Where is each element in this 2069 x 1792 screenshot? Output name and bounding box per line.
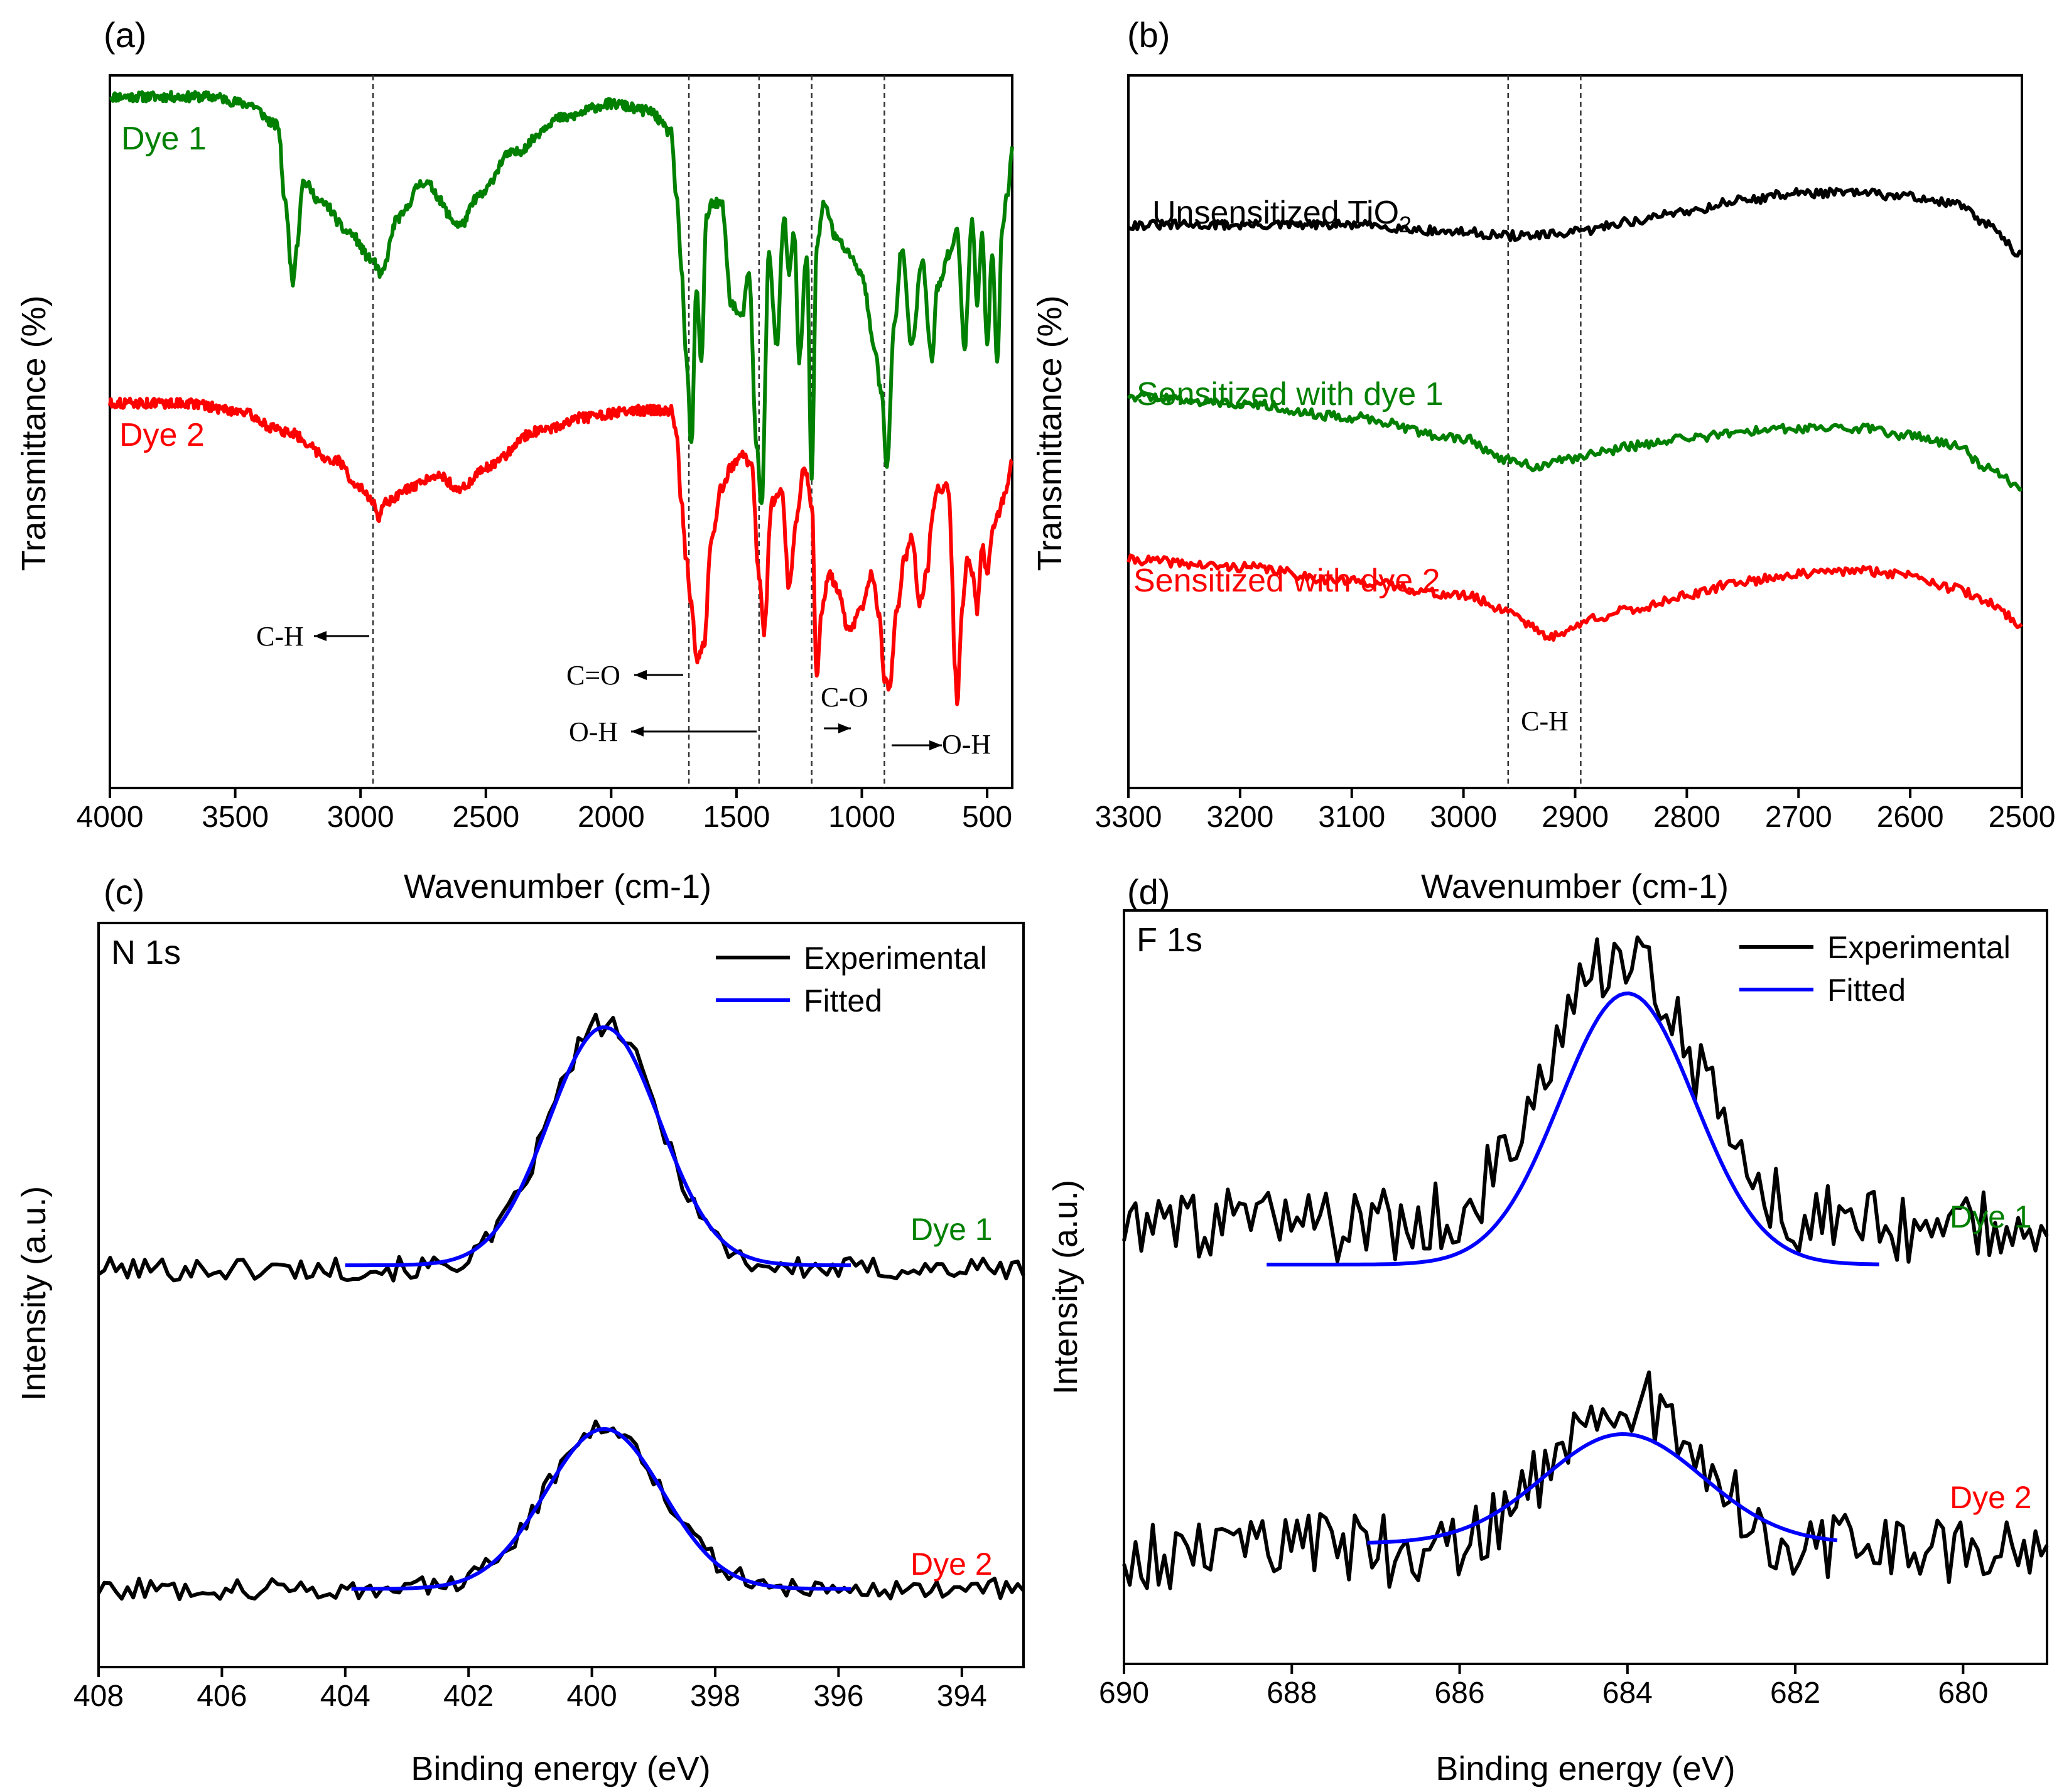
x-tick-label: 1500 bbox=[703, 801, 770, 834]
panel-c: (c) 408 406 404 402 400 398 396 394 Binding energ… bbox=[15, 872, 1025, 1788]
series-label-dye-2: Dye 2 bbox=[1950, 1480, 2032, 1515]
x-tick-label: 2500 bbox=[452, 801, 519, 834]
annotation-c-o: C-O bbox=[821, 682, 868, 713]
x-tick-label: 682 bbox=[1770, 1676, 1820, 1710]
annotation-arrow-head bbox=[314, 631, 327, 641]
x-tick-label: 686 bbox=[1434, 1676, 1484, 1710]
annotation-arrow-head bbox=[929, 740, 942, 750]
panel-label: (d) bbox=[1127, 872, 1170, 912]
x-tick-label: 688 bbox=[1267, 1676, 1317, 1710]
x-tick-label: 4000 bbox=[77, 801, 144, 834]
y-axis-label: Transmittance (%) bbox=[1031, 295, 1069, 571]
experimental-line-1 bbox=[1122, 935, 2049, 1264]
series-line-1 bbox=[109, 90, 1014, 505]
series-label-unsensitized: Unsensitized TiO2 bbox=[1152, 195, 1412, 237]
x-tick-label: 400 bbox=[567, 1680, 617, 1713]
x-tick-label: 690 bbox=[1099, 1676, 1149, 1710]
x-tick-label: 2800 bbox=[1653, 801, 1721, 834]
experimental-line-3 bbox=[97, 1419, 1025, 1601]
series-label-dye-1: Dye 1 bbox=[910, 1212, 993, 1247]
series-label-dye-1: Sensitized with dye 1 bbox=[1137, 376, 1444, 413]
x-tick-label: 398 bbox=[690, 1680, 740, 1713]
legend-label-experimental: Experimental bbox=[804, 941, 987, 976]
panel-label: (a) bbox=[104, 15, 146, 55]
x-tick-label: 408 bbox=[73, 1680, 124, 1713]
panel-b: (b) 3300 3200 3100 3000 2900 2800 2700 2600 2500 W… bbox=[1031, 15, 2055, 905]
fitted-line-4 bbox=[1367, 1432, 1838, 1545]
x-tick-label: 680 bbox=[1938, 1676, 1988, 1710]
series-label-dye-2: Sensitized with dye 2 bbox=[1133, 563, 1440, 599]
x-tick-label: 396 bbox=[813, 1680, 863, 1713]
x-axis-label: Binding energy (eV) bbox=[1435, 1750, 1735, 1788]
annotation-c-h: C-H bbox=[1521, 706, 1569, 737]
annotation-arrow-head bbox=[634, 670, 647, 680]
series-label-subscript: 2 bbox=[1399, 212, 1412, 237]
x-tick-label: 3300 bbox=[1095, 801, 1162, 834]
x-axis-label: Wavenumber (cm-1) bbox=[1421, 868, 1729, 905]
x-tick-label: 394 bbox=[937, 1680, 987, 1713]
series-label-dye-2: Dye 2 bbox=[119, 417, 205, 453]
x-tick-label: 2000 bbox=[578, 801, 645, 834]
annotation-arrow-head bbox=[631, 726, 644, 737]
x-tick-label: 404 bbox=[320, 1680, 370, 1713]
x-tick-label: 2700 bbox=[1765, 801, 1832, 834]
x-tick-label: 3500 bbox=[202, 801, 269, 834]
legend-label-experimental: Experimental bbox=[1827, 930, 2011, 965]
x-axis-label: Binding energy (eV) bbox=[411, 1750, 710, 1788]
panel-label: (c) bbox=[104, 872, 144, 912]
panel-label: (b) bbox=[1127, 15, 1170, 55]
x-tick-label: 2900 bbox=[1542, 801, 1609, 834]
y-axis-label: Intensity (a.u.) bbox=[1047, 1180, 1084, 1395]
experimental-line-1 bbox=[97, 1012, 1025, 1283]
series-label-dye-1: Dye 1 bbox=[121, 121, 207, 157]
x-tick-label: 2600 bbox=[1877, 801, 1944, 834]
legend-label-fitted: Fitted bbox=[1827, 973, 1906, 1008]
annotation-c-h: C-H bbox=[256, 621, 304, 652]
core-level-title: F 1s bbox=[1137, 921, 1202, 959]
plot-frame bbox=[97, 922, 1025, 1668]
panel-d: (d) 690 688 686 684 682 680 Binding energy (eV)… bbox=[1047, 872, 2049, 1788]
core-level-title: N 1s bbox=[111, 934, 181, 971]
x-tick-label: 500 bbox=[962, 801, 1012, 834]
annotation-arrow-head bbox=[838, 723, 851, 733]
x-tick-label: 3200 bbox=[1206, 801, 1273, 834]
annotation-o-h: O-H bbox=[569, 716, 618, 747]
x-tick-label: 402 bbox=[443, 1680, 494, 1713]
y-axis-label: Transmittance (%) bbox=[15, 295, 53, 571]
x-tick-label: 684 bbox=[1602, 1676, 1653, 1710]
x-tick-label: 3000 bbox=[327, 801, 394, 834]
series-line-1 bbox=[1127, 186, 2024, 258]
fitted-line-2 bbox=[1267, 991, 1879, 1266]
legend-label-fitted: Fitted bbox=[804, 983, 882, 1018]
x-tick-label: 3100 bbox=[1318, 801, 1385, 834]
annotation-o-h-2: O-H bbox=[942, 729, 991, 760]
x-tick-label: 3000 bbox=[1430, 801, 1497, 834]
x-axis-label: Wavenumber (cm-1) bbox=[404, 868, 711, 905]
panel-a: (a) 4000 3500 3000 2500 2000 1500 1000 500 Wavenu… bbox=[15, 15, 1014, 905]
series-line-3 bbox=[1126, 553, 2023, 642]
fitted-line-4 bbox=[351, 1427, 851, 1591]
series-line-2 bbox=[108, 396, 1013, 706]
fitted-line-2 bbox=[345, 1025, 851, 1268]
x-tick-label: 1000 bbox=[828, 801, 895, 834]
series-label-dye-1: Dye 1 bbox=[1950, 1199, 2032, 1234]
series-label-dye-2: Dye 2 bbox=[910, 1546, 993, 1582]
experimental-line-3 bbox=[1122, 1370, 2049, 1590]
series-label-main: Unsensitized TiO bbox=[1152, 195, 1399, 231]
x-tick-label: 406 bbox=[197, 1680, 247, 1713]
x-tick-label: 2500 bbox=[1989, 801, 2056, 834]
y-axis-label: Intensity (a.u.) bbox=[15, 1186, 53, 1401]
plot-frame bbox=[1127, 74, 2023, 789]
plot-frame bbox=[109, 74, 1013, 789]
series-line-2 bbox=[1126, 391, 2023, 492]
plot-frame bbox=[1123, 909, 2048, 1665]
annotation-c-o-double: C=O bbox=[566, 660, 620, 691]
